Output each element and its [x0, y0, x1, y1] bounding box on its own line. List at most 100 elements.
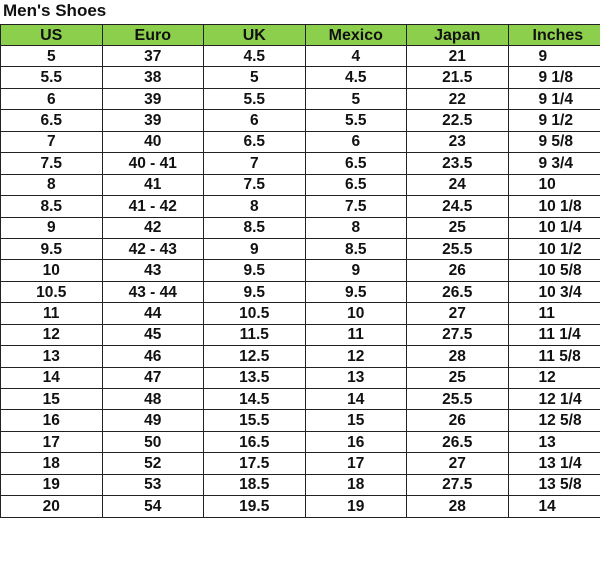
cell-japan: 27.5	[406, 473, 509, 497]
size-chart-table: US Euro UK Mexico Japan Inches 5 37 4.5 4 21 9 5.5 3…	[0, 24, 600, 518]
cell-japan: 26.5	[406, 280, 509, 304]
cell-inches: 12	[507, 366, 600, 390]
cell-euro: 43 - 44	[101, 280, 204, 304]
cell-japan: 24	[406, 173, 509, 197]
cell-us: 20	[0, 495, 103, 518]
cell-us: 9.5	[0, 237, 103, 261]
table-row: 13 46 12.5 12 28 11 5/8	[0, 345, 600, 368]
cell-mexico: 19	[304, 495, 407, 518]
cell-mexico: 4	[304, 44, 407, 68]
cell-euro: 47	[101, 366, 204, 390]
cell-inches: 10 3/4	[507, 280, 600, 304]
cell-uk: 16.5	[203, 430, 306, 454]
table-row: 6.5 39 6 5.5 22.5 9 1/2	[0, 109, 600, 132]
cell-uk: 17.5	[203, 452, 306, 475]
cell-inches: 10	[507, 173, 600, 197]
cell-uk: 11.5	[203, 323, 306, 347]
cell-japan: 22.5	[406, 109, 509, 132]
column-header-euro: Euro	[101, 24, 204, 46]
cell-inches: 10 1/4	[507, 216, 600, 239]
cell-inches: 10 1/2	[507, 237, 600, 261]
cell-us: 7	[0, 130, 103, 154]
cell-uk: 8.5	[203, 216, 306, 239]
cell-euro: 54	[101, 495, 204, 518]
cell-uk: 7	[203, 152, 306, 175]
cell-euro: 37	[101, 44, 204, 68]
column-header-japan: Japan	[406, 24, 509, 46]
cell-japan: 21.5	[406, 66, 509, 89]
cell-inches: 9 1/4	[507, 87, 600, 111]
cell-mexico: 4.5	[304, 66, 407, 89]
cell-inches: 10 1/8	[507, 195, 600, 218]
column-header-mexico: Mexico	[304, 24, 407, 46]
table-row: 5 37 4.5 4 21 9	[0, 44, 600, 68]
cell-us: 12	[0, 323, 103, 347]
cell-us: 10	[0, 259, 103, 282]
cell-euro: 52	[101, 452, 204, 475]
cell-mexico: 10	[304, 302, 407, 325]
cell-uk: 13.5	[203, 366, 306, 390]
cell-mexico: 9.5	[304, 280, 407, 304]
cell-japan: 28	[406, 345, 509, 368]
cell-japan: 25	[406, 366, 509, 390]
cell-inches: 12 5/8	[507, 409, 600, 432]
cell-us: 15	[0, 387, 103, 411]
cell-japan: 22	[406, 87, 509, 111]
cell-uk: 10.5	[203, 302, 306, 325]
cell-euro: 48	[101, 387, 204, 411]
cell-euro: 40	[101, 130, 204, 154]
cell-euro: 43	[101, 259, 204, 282]
table-row: 15 48 14.5 14 25.5 12 1/4	[0, 387, 600, 411]
cell-uk: 15.5	[203, 409, 306, 432]
cell-japan: 25	[406, 216, 509, 239]
cell-uk: 12.5	[203, 345, 306, 368]
cell-us: 8.5	[0, 195, 103, 218]
table-row: 12 45 11.5 11 27.5 11 1/4	[0, 323, 600, 347]
table-row: 11 44 10.5 10 27 11	[0, 302, 600, 325]
cell-uk: 5.5	[203, 87, 306, 111]
table-row: 7 40 6.5 6 23 9 5/8	[0, 130, 600, 154]
cell-euro: 41	[101, 173, 204, 197]
table-row: 16 49 15.5 15 26 12 5/8	[0, 409, 600, 432]
cell-uk: 7.5	[203, 173, 306, 197]
cell-mexico: 8	[304, 216, 407, 239]
cell-us: 13	[0, 345, 103, 368]
cell-inches: 11 5/8	[507, 345, 600, 368]
cell-euro: 46	[101, 345, 204, 368]
cell-us: 19	[0, 473, 103, 497]
cell-uk: 19.5	[203, 495, 306, 518]
cell-us: 10.5	[0, 280, 103, 304]
cell-inches: 9 3/4	[507, 152, 600, 175]
cell-uk: 9.5	[203, 280, 306, 304]
cell-uk: 4.5	[203, 44, 306, 68]
cell-uk: 9.5	[203, 259, 306, 282]
cell-mexico: 14	[304, 387, 407, 411]
cell-mexico: 13	[304, 366, 407, 390]
table-row: 14 47 13.5 13 25 12	[0, 366, 600, 390]
column-header-uk: UK	[203, 24, 306, 46]
cell-uk: 9	[203, 237, 306, 261]
cell-us: 18	[0, 452, 103, 475]
cell-mexico: 5.5	[304, 109, 407, 132]
cell-mexico: 17	[304, 452, 407, 475]
cell-mexico: 9	[304, 259, 407, 282]
cell-mexico: 5	[304, 87, 407, 111]
cell-euro: 42	[101, 216, 204, 239]
cell-uk: 6	[203, 109, 306, 132]
table-row: 10.5 43 - 44 9.5 9.5 26.5 10 3/4	[0, 280, 600, 304]
table-row: 19 53 18.5 18 27.5 13 5/8	[0, 473, 600, 497]
cell-inches: 9 1/8	[507, 66, 600, 89]
cell-japan: 25.5	[406, 387, 509, 411]
cell-uk: 18.5	[203, 473, 306, 497]
cell-mexico: 18	[304, 473, 407, 497]
cell-inches: 10 5/8	[507, 259, 600, 282]
cell-euro: 50	[101, 430, 204, 454]
cell-mexico: 6.5	[304, 152, 407, 175]
cell-us: 11	[0, 302, 103, 325]
cell-us: 5	[0, 44, 103, 68]
table-row: 10 43 9.5 9 26 10 5/8	[0, 259, 600, 282]
cell-inches: 13 1/4	[507, 452, 600, 475]
table-row: 6 39 5.5 5 22 9 1/4	[0, 87, 600, 111]
cell-japan: 27	[406, 452, 509, 475]
cell-japan: 27	[406, 302, 509, 325]
